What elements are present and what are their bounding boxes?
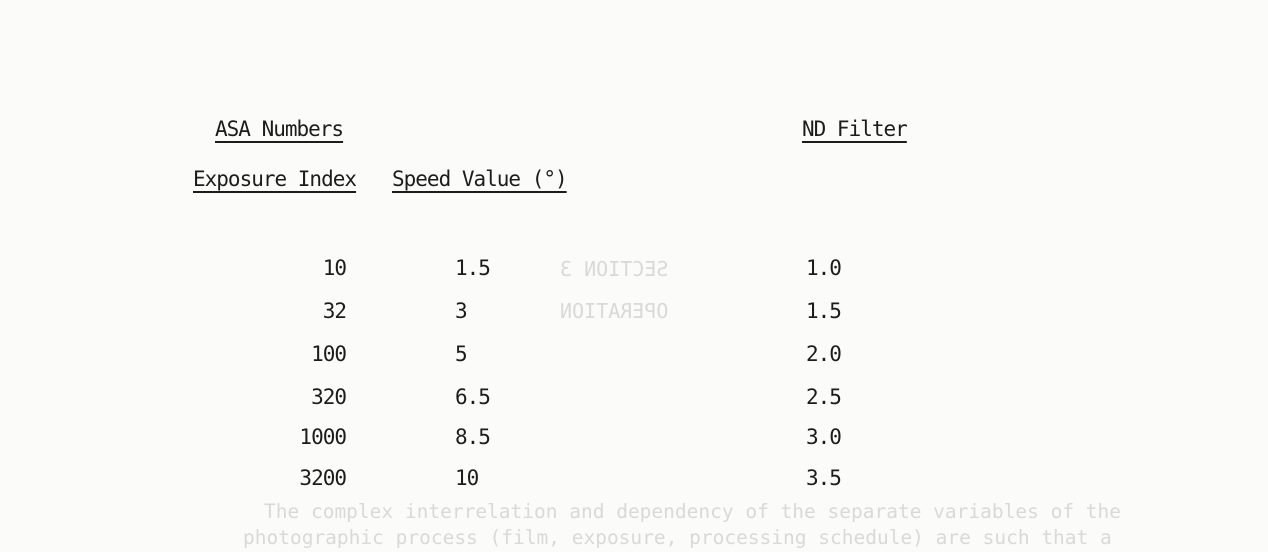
bleed-through-line-1: The complex interrelation and dependency… [264,500,1122,523]
speed-value-cell: 8.5 [455,425,491,449]
speed-value-cell: 1.5 [455,256,491,280]
speed-value-header: Speed Value (°) [392,167,568,191]
exposure-index-cell: 320 [311,385,347,409]
nd-filter-cell: 3.0 [806,425,842,449]
nd-filter-header: ND Filter [802,117,908,141]
exposure-index-cell: 1000 [299,425,347,449]
speed-value-cell: 10 [455,466,479,490]
exposure-index-cell: 32 [322,299,347,323]
nd-filter-cell: 3.5 [806,466,842,490]
exposure-index-cell: 100 [311,342,347,366]
exposure-index-header: Exposure Index [193,167,357,191]
speed-value-cell: 5 [455,342,468,366]
exposure-index-cell: 10 [322,256,347,280]
bleed-through-line-2: photographic process (film, exposure, pr… [243,526,1112,549]
bleed-through-operation: OPERATION [560,299,669,323]
nd-filter-cell: 2.5 [806,385,842,409]
speed-value-cell: 6.5 [455,385,491,409]
speed-value-cell: 3 [455,299,468,323]
bleed-through-section: SECTION 3 [560,257,669,281]
nd-filter-cell: 1.5 [806,299,842,323]
nd-filter-cell: 2.0 [806,342,842,366]
exposure-index-cell: 3200 [299,466,347,490]
asa-numbers-header: ASA Numbers [215,117,344,141]
nd-filter-cell: 1.0 [806,256,842,280]
